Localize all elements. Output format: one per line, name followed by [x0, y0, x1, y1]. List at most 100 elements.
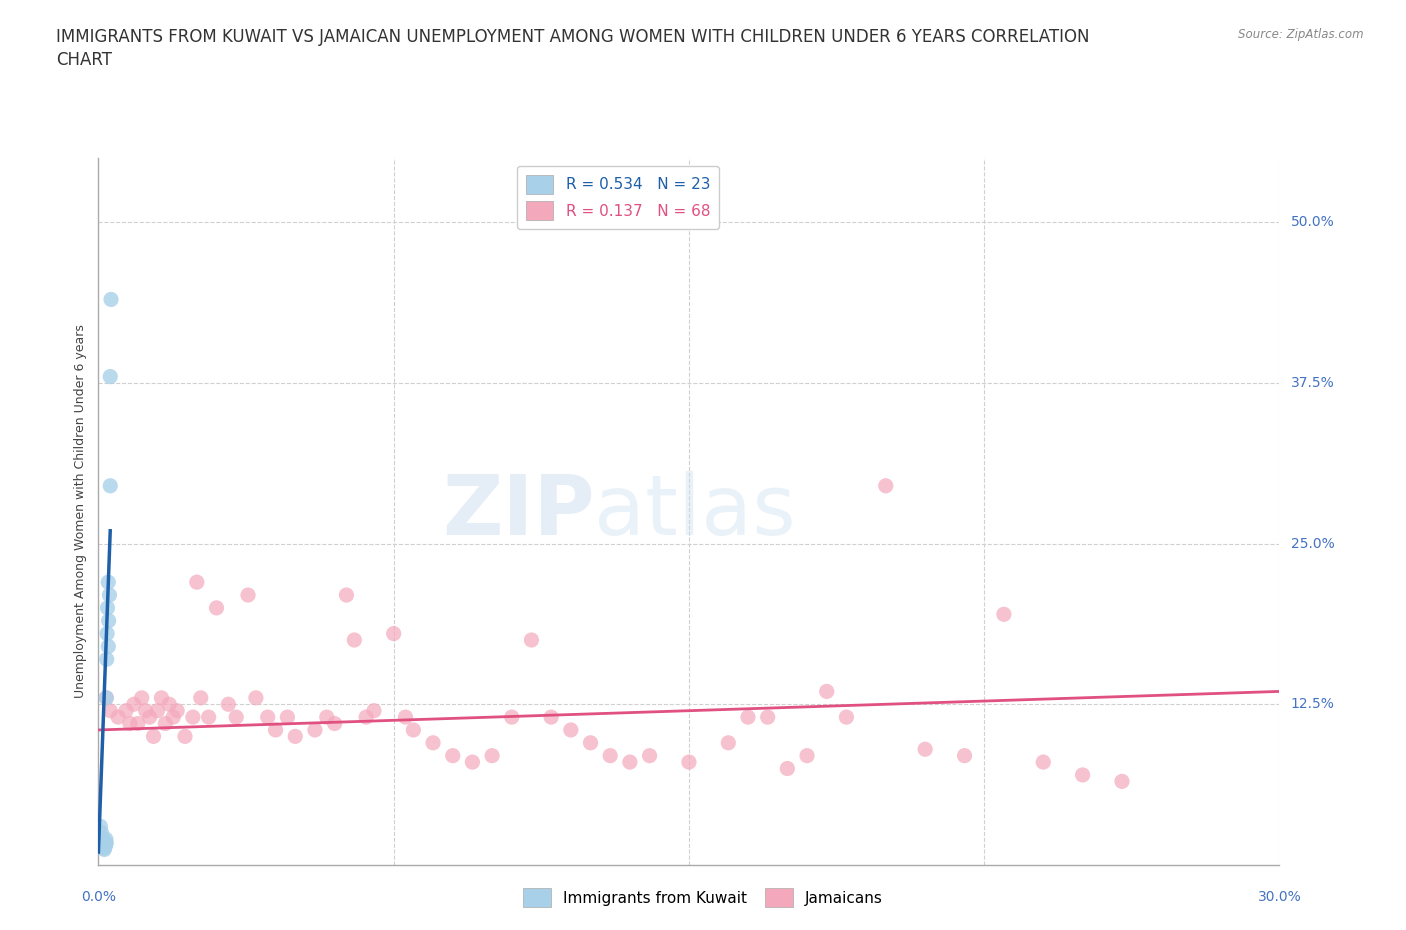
Point — [150, 690, 173, 705]
Point — [343, 632, 366, 647]
Point — [276, 710, 298, 724]
Text: 0.0%: 0.0% — [82, 890, 115, 904]
Point — [155, 716, 177, 731]
Point — [162, 710, 184, 724]
Text: IMMIGRANTS FROM KUWAIT VS JAMAICAN UNEMPLOYMENT AMONG WOMEN WITH CHILDREN UNDER : IMMIGRANTS FROM KUWAIT VS JAMAICAN UNEMP… — [56, 28, 1090, 46]
Text: 12.5%: 12.5% — [1291, 698, 1334, 711]
Point — [560, 723, 582, 737]
Point — [599, 749, 621, 764]
Point — [245, 690, 267, 705]
Point — [93, 842, 115, 857]
Point — [98, 588, 121, 603]
Point — [91, 838, 114, 853]
Point — [993, 607, 1015, 622]
Point — [461, 754, 484, 769]
Point — [96, 601, 118, 616]
Point — [93, 841, 115, 856]
Point — [579, 736, 602, 751]
Point — [540, 710, 562, 724]
Text: 37.5%: 37.5% — [1291, 376, 1334, 390]
Point — [284, 729, 307, 744]
Point — [127, 716, 149, 731]
Text: atlas: atlas — [595, 471, 796, 552]
Point — [402, 723, 425, 737]
Point — [236, 588, 259, 603]
Point — [953, 749, 976, 764]
Point — [157, 697, 180, 711]
Point — [100, 292, 122, 307]
Point — [520, 632, 543, 647]
Legend: R = 0.534   N = 23, R = 0.137   N = 68: R = 0.534 N = 23, R = 0.137 N = 68 — [517, 166, 720, 229]
Point — [217, 697, 239, 711]
Text: ZIP: ZIP — [441, 471, 595, 552]
Point — [796, 749, 818, 764]
Point — [815, 684, 838, 698]
Point — [382, 626, 405, 641]
Point — [94, 838, 117, 853]
Point — [138, 710, 160, 724]
Point — [264, 723, 287, 737]
Point — [96, 690, 118, 705]
Point — [174, 729, 197, 744]
Point — [1032, 754, 1054, 769]
Point — [93, 834, 115, 849]
Point — [717, 736, 740, 751]
Point — [96, 690, 118, 705]
Point — [638, 749, 661, 764]
Point — [335, 588, 357, 603]
Point — [756, 710, 779, 724]
Point — [89, 819, 111, 834]
Point — [146, 703, 169, 718]
Point — [394, 710, 416, 724]
Point — [481, 749, 503, 764]
Point — [835, 710, 858, 724]
Point — [118, 716, 141, 731]
Point — [98, 369, 121, 384]
Text: CHART: CHART — [56, 51, 112, 69]
Text: 50.0%: 50.0% — [1291, 216, 1334, 230]
Point — [131, 690, 153, 705]
Point — [122, 697, 145, 711]
Point — [875, 478, 897, 493]
Point — [115, 703, 138, 718]
Point — [186, 575, 208, 590]
Point — [197, 710, 219, 724]
Point — [323, 716, 346, 731]
Point — [256, 710, 278, 724]
Point — [93, 840, 115, 855]
Point — [190, 690, 212, 705]
Point — [97, 613, 120, 628]
Point — [97, 639, 120, 654]
Point — [96, 652, 118, 667]
Text: 25.0%: 25.0% — [1291, 537, 1334, 551]
Point — [98, 703, 121, 718]
Y-axis label: Unemployment Among Women with Children Under 6 years: Unemployment Among Women with Children U… — [75, 325, 87, 698]
Point — [166, 703, 188, 718]
Point — [205, 601, 228, 616]
Point — [142, 729, 165, 744]
Point — [94, 831, 117, 846]
Point — [98, 478, 121, 493]
Point — [225, 710, 247, 724]
Point — [304, 723, 326, 737]
Point — [914, 742, 936, 757]
Point — [422, 736, 444, 751]
Point — [135, 703, 157, 718]
Point — [441, 749, 464, 764]
Legend: Immigrants from Kuwait, Jamaicans: Immigrants from Kuwait, Jamaicans — [517, 883, 889, 913]
Point — [97, 575, 120, 590]
Point — [363, 703, 385, 718]
Point — [96, 836, 118, 851]
Point — [94, 837, 117, 852]
Point — [107, 710, 129, 724]
Point — [181, 710, 204, 724]
Point — [1071, 767, 1094, 782]
Text: Source: ZipAtlas.com: Source: ZipAtlas.com — [1239, 28, 1364, 41]
Point — [776, 761, 799, 776]
Text: 30.0%: 30.0% — [1257, 890, 1302, 904]
Point — [91, 831, 114, 846]
Point — [90, 825, 112, 840]
Point — [315, 710, 337, 724]
Point — [96, 626, 118, 641]
Point — [501, 710, 523, 724]
